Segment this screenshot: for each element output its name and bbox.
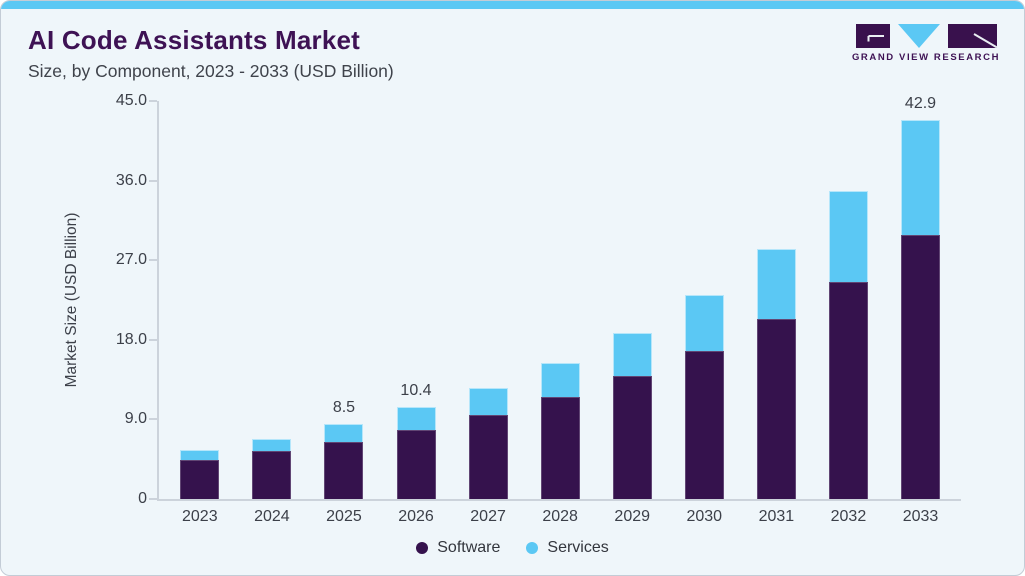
bar-segment-software-2032 xyxy=(828,282,868,499)
legend-label: Software xyxy=(437,539,501,556)
bar-value-label-2025: 8.5 xyxy=(332,398,356,416)
y-axis-title: Market Size (USD Billion) xyxy=(63,212,80,388)
x-axis-tick-label: 2023 xyxy=(182,508,218,525)
brand-logo: GRAND VIEW RESEARCH xyxy=(851,23,1001,63)
bar-segment-software-2025 xyxy=(324,441,364,499)
bar-segment-services-2029 xyxy=(612,332,652,377)
y-axis-tick-label: 36.0 xyxy=(115,171,147,189)
x-axis-tick-label: 2026 xyxy=(398,508,434,525)
x-axis-tick-label: 2029 xyxy=(614,508,651,525)
y-axis-tick-label: 27.0 xyxy=(115,251,147,269)
legend-dot-icon xyxy=(416,542,429,554)
bar-segment-services-2027 xyxy=(468,387,508,415)
x-axis-tick-label: 2033 xyxy=(902,508,939,525)
legend-dot-icon xyxy=(526,542,539,554)
bar-value-label-2026: 10.4 xyxy=(400,382,432,400)
page-subtitle: Size, by Component, 2023 - 2033 (USD Bil… xyxy=(28,60,394,81)
legend-label: Services xyxy=(547,539,609,556)
bar-segment-services-2033 xyxy=(901,119,940,236)
bar-segment-services-2026 xyxy=(396,407,436,430)
x-axis-line xyxy=(157,499,961,501)
bar-segment-software-2033 xyxy=(901,235,940,499)
y-axis-tick-mark xyxy=(149,418,157,421)
bar-segment-services-2031 xyxy=(756,248,796,320)
x-axis-tick-label: 2032 xyxy=(830,508,867,525)
x-axis-tick-label: 2031 xyxy=(758,508,795,525)
y-axis-tick-label: 9.0 xyxy=(124,410,147,428)
bar-segment-software-2028 xyxy=(540,397,580,499)
bar-segment-services-2028 xyxy=(540,362,580,398)
page-title: AI Code Assistants Market xyxy=(28,25,361,55)
bar-segment-services-2030 xyxy=(684,294,724,352)
x-axis-tick-label: 2025 xyxy=(326,508,362,525)
legend-item-software: Software xyxy=(416,539,500,557)
y-axis-tick-mark xyxy=(149,338,157,341)
y-axis-tick-label: 45.0 xyxy=(115,92,147,109)
bar-segment-software-2031 xyxy=(756,319,796,499)
y-axis-tick-label: 0 xyxy=(138,490,147,507)
chart-legend: Software Services xyxy=(1,539,1024,557)
logo-text: GRAND VIEW RESEARCH xyxy=(851,52,1001,63)
gvr-logo-icon xyxy=(855,24,998,49)
bar-segment-services-2023 xyxy=(180,450,220,461)
bar-segment-software-2027 xyxy=(468,414,508,499)
bar-segment-software-2029 xyxy=(612,376,652,499)
x-axis-tick-label: 2027 xyxy=(470,508,506,525)
bar-segment-software-2023 xyxy=(180,460,220,499)
bar-segment-services-2024 xyxy=(252,438,292,452)
x-axis-tick-label: 2024 xyxy=(254,508,290,525)
x-axis-tick-label: 2030 xyxy=(686,508,723,525)
x-axis-tick-label: 2028 xyxy=(542,508,578,525)
y-axis-tick-mark xyxy=(149,259,157,262)
y-axis-tick-mark xyxy=(149,100,157,102)
y-axis-tick-mark xyxy=(149,179,157,182)
y-axis-line xyxy=(157,101,159,501)
bar-segment-software-2026 xyxy=(396,430,436,499)
chart-header: AI Code Assistants Market Size, by Compo… xyxy=(28,26,394,82)
y-axis-tick-label: 18.0 xyxy=(115,330,147,348)
legend-item-services: Services xyxy=(526,539,609,557)
bar-segment-software-2030 xyxy=(684,351,724,499)
top-accent-bar xyxy=(1,1,1024,9)
bar-segment-services-2025 xyxy=(324,423,364,442)
bar-segment-software-2024 xyxy=(252,451,292,499)
bar-value-label-2033: 42.9 xyxy=(904,94,937,112)
y-axis-tick-mark xyxy=(149,498,157,500)
bar-segment-services-2032 xyxy=(828,191,868,283)
